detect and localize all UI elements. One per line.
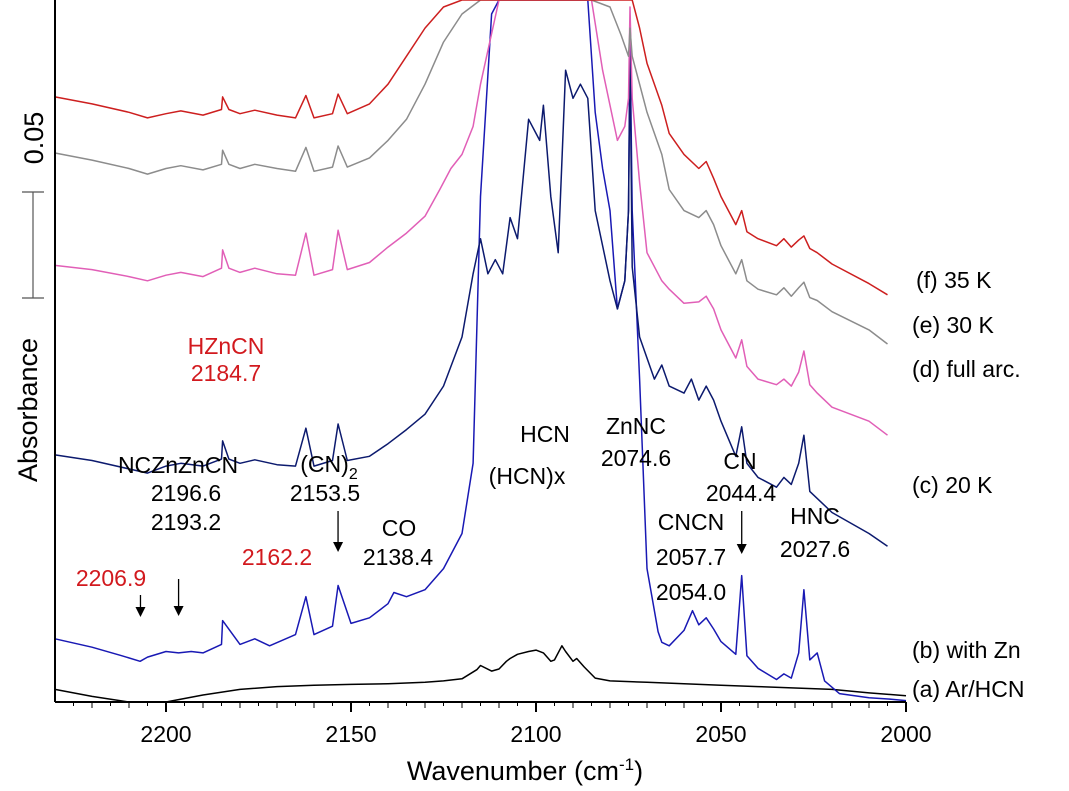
annotation-znnc-value: 2074.6 [601, 445, 671, 471]
trace-label-a: (a) Ar/HCN [912, 676, 1024, 702]
series-line-4 [54, 0, 888, 345]
annotation-cncn-value-1: 2057.7 [656, 544, 726, 570]
annotation-ncznzncn-value-2: 2193.2 [151, 509, 221, 535]
x-tick-label-2200: 2200 [140, 721, 191, 747]
trace-label-f: (f) 35 K [916, 267, 992, 293]
annotation-hcnx-name: (HCN)x [489, 463, 566, 489]
y-axis-title: Absorbance [13, 338, 43, 482]
arrow-head-2206.9 [135, 607, 146, 617]
annotation-znnc-name: ZnNC [606, 413, 666, 439]
arrow-head-2044.4 [736, 544, 747, 554]
spectrum-traces [54, 0, 907, 703]
annotation-peak-2206: 2206.9 [76, 565, 146, 591]
x-ticks: 2200 2150 2100 2050 2000 [73, 702, 932, 747]
scale-bar [22, 191, 44, 299]
x-tick-label-2000: 2000 [880, 721, 931, 747]
annotation-cn-value: 2044.4 [706, 480, 777, 506]
series-line-5 [54, 0, 888, 296]
x-tick-label-2100: 2100 [510, 721, 561, 747]
trace-label-b: (b) with Zn [912, 637, 1021, 663]
peak-arrows [135, 511, 747, 617]
series-line-2 [54, 55, 888, 547]
annotation-hnc-name: HNC [790, 503, 840, 529]
series-line-3 [54, 0, 888, 436]
annotation-cn-name: CN [723, 448, 756, 474]
annotation-cncn-value-2: 2054.0 [656, 579, 726, 605]
x-axis-title: Wavenumber (cm-1) [407, 755, 643, 786]
annotation-cn2-value: 2153.5 [290, 480, 360, 506]
trace-label-d: (d) full arc. [912, 356, 1021, 382]
trace-label-c: (c) 20 K [912, 472, 993, 498]
trace-label-e: (e) 30 K [912, 312, 994, 338]
annotation-cncn-name: CNCN [658, 509, 724, 535]
annotation-hzncn-name: HZnCN [188, 333, 265, 359]
annotation-co-value: 2138.4 [363, 544, 434, 570]
annotation-cn2-name: (CN)2 [300, 451, 358, 483]
arrow-head-2153.5 [333, 542, 344, 552]
arrow-head-2196.6 [173, 606, 184, 616]
x-tick-label-2050: 2050 [695, 721, 746, 747]
x-tick-label-2150: 2150 [325, 721, 376, 747]
annotation-ncznzncn-name: NCZnZnCN [118, 452, 238, 478]
annotation-hzncn-value: 2184.7 [191, 360, 261, 386]
series-line-1 [54, 0, 907, 702]
annotation-co-name: CO [382, 515, 417, 541]
annotation-hcn-name: HCN [520, 421, 570, 447]
scale-bar-label: 0.05 [19, 112, 49, 165]
series-line-0 [54, 645, 907, 703]
annotation-ncznzncn-value-1: 2196.6 [151, 480, 221, 506]
annotation-hnc-value: 2027.6 [780, 536, 850, 562]
annotation-peak-2162: 2162.2 [242, 544, 312, 570]
